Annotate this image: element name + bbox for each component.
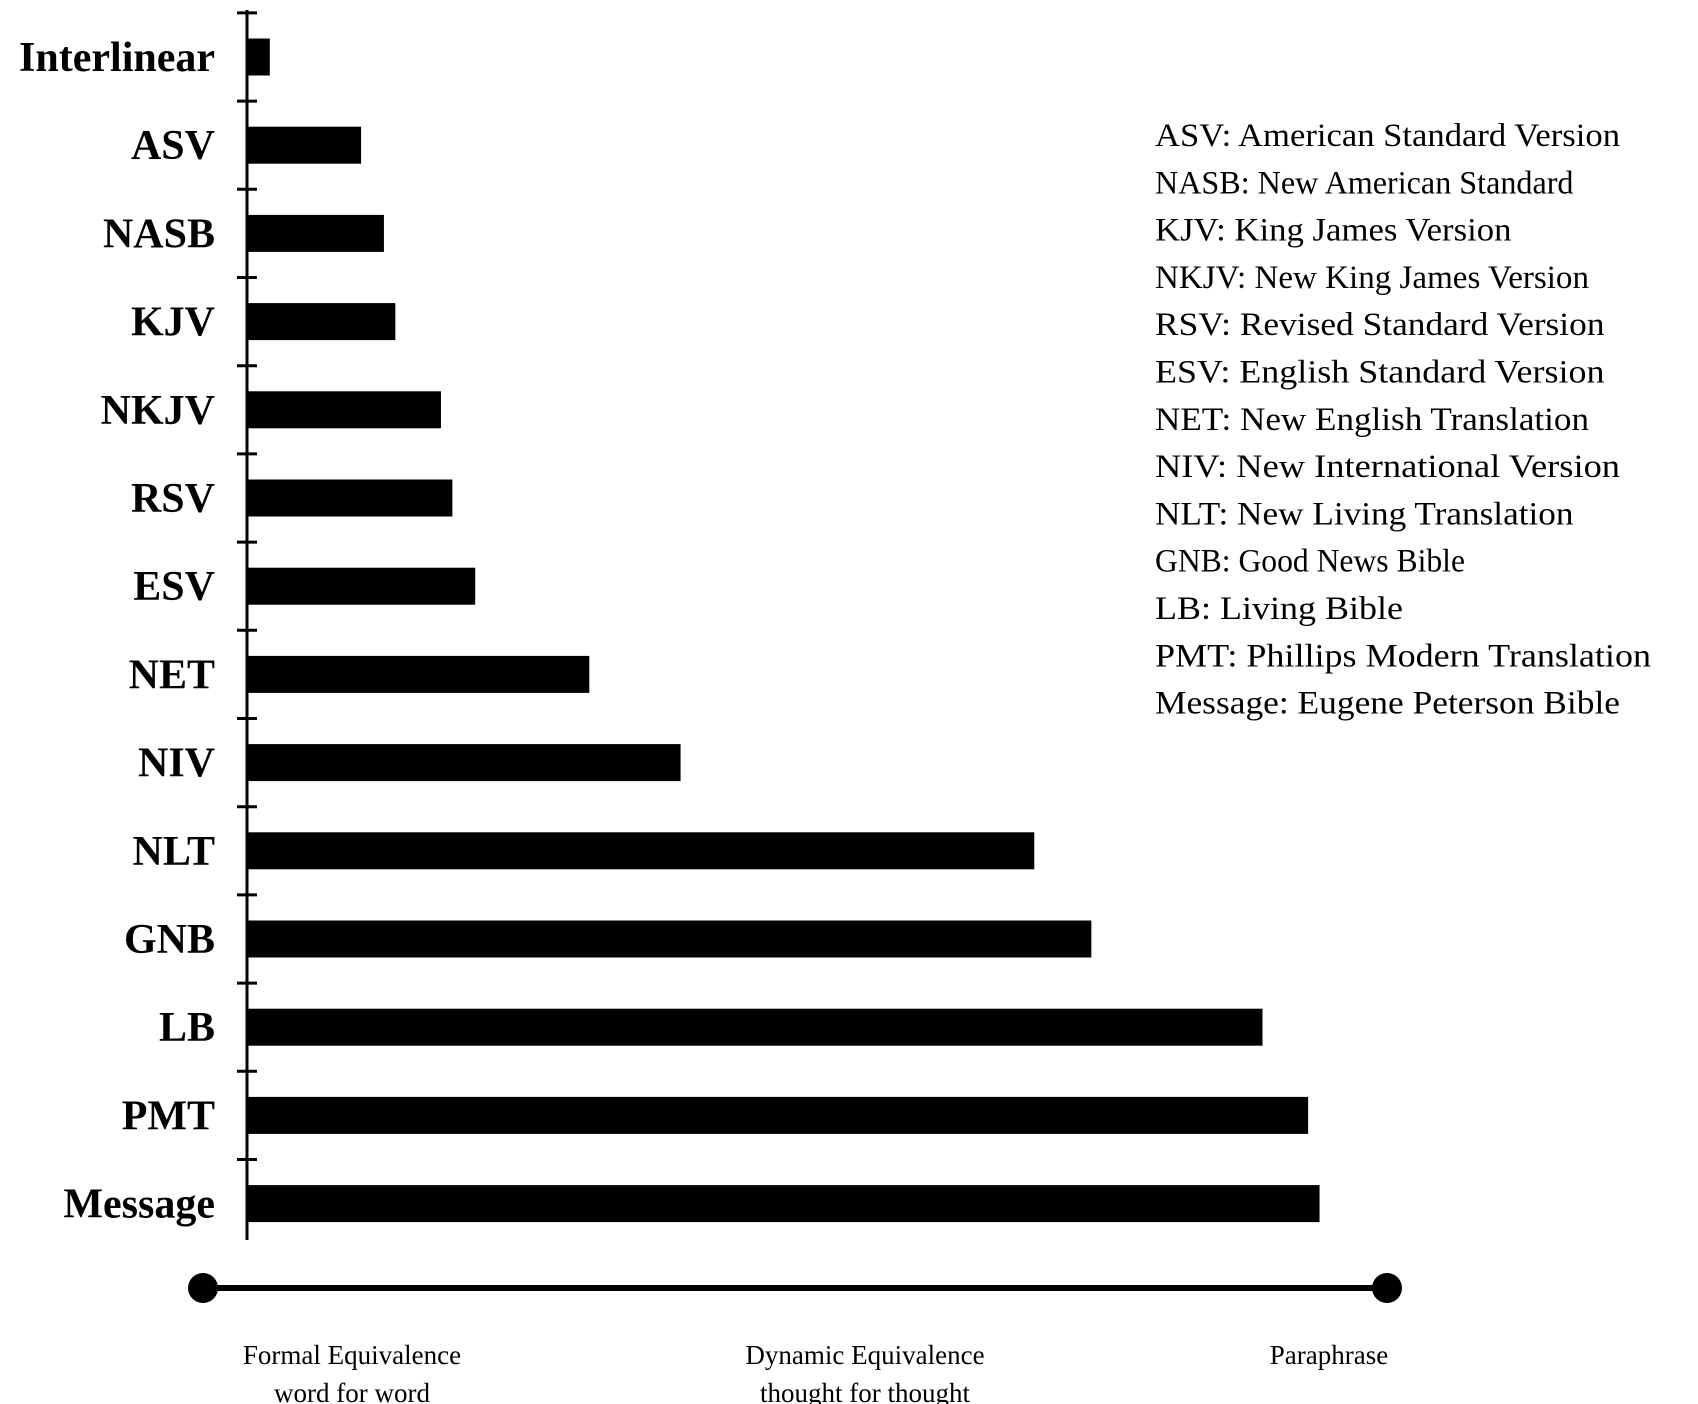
legend-entry: NLT: New Living Translation (1155, 496, 1574, 532)
category-label-pmt: PMT (122, 1093, 215, 1139)
category-label-rsv: RSV (131, 476, 215, 522)
bar-gnb (247, 920, 1092, 958)
legend-entry: NET: New English Translation (1155, 402, 1589, 438)
bar-lb (247, 1008, 1263, 1046)
bar-niv (247, 744, 681, 782)
category-label-nkjv: NKJV (101, 388, 215, 434)
scale-label-center: Dynamic Equivalence (745, 1340, 984, 1370)
scale-label-left: word for word (274, 1378, 430, 1404)
category-label-esv: ESV (133, 564, 215, 610)
legend-entry: GNB: Good News Bible (1155, 544, 1465, 580)
bar-esv (247, 567, 476, 605)
abbreviation-legend: ASV: American Standard Version NASB: New … (1155, 118, 1651, 722)
category-label-kjv: KJV (131, 300, 215, 346)
category-label-gnb: GNB (124, 917, 215, 963)
category-label-interlinear: Interlinear (19, 35, 215, 81)
scale-right-endpoint (1372, 1273, 1402, 1303)
bar-net (247, 655, 590, 693)
scale-left-endpoint (188, 1273, 218, 1303)
bar-asv (247, 126, 362, 164)
bar-nkjv (247, 391, 441, 429)
legend-entry: Message: Eugene Peterson Bible (1155, 686, 1620, 722)
bar-nlt (247, 832, 1035, 870)
legend-entry: NKJV: New King James Version (1155, 260, 1589, 296)
bar-rsv (247, 479, 453, 517)
category-label-asv: ASV (131, 123, 215, 169)
legend-entry: ASV: American Standard Version (1155, 118, 1620, 154)
category-label-message: Message (63, 1182, 215, 1228)
category-label-net: NET (129, 652, 215, 698)
legend-entry: LB: Living Bible (1155, 591, 1403, 627)
scale-label-right: Paraphrase (1270, 1340, 1388, 1370)
category-labels: Interlinear ASV NASB KJV NKJV RSV ESV NET NIV NLT… (19, 35, 215, 1228)
bar-nasb (247, 214, 384, 252)
legend-entry: NASB: New American Standard (1155, 165, 1574, 201)
bar-message (247, 1185, 1320, 1223)
scale-label-center: thought for thought (760, 1378, 970, 1404)
category-label-niv: NIV (138, 741, 215, 787)
bar-pmt (247, 1096, 1309, 1134)
bar-kjv (247, 303, 396, 341)
equivalence-scale: Formal Equivalence word for word Dynamic E… (188, 1273, 1402, 1404)
category-label-nlt: NLT (132, 829, 215, 875)
scale-label-left: Formal Equivalence (243, 1340, 461, 1370)
legend-entry: KJV: King James Version (1155, 213, 1512, 249)
legend-entry: NIV: New International Version (1155, 449, 1620, 485)
legend-entry: RSV: Revised Standard Version (1155, 307, 1605, 343)
bar-series (247, 38, 1320, 1223)
legend-entry: PMT: Phillips Modern Translation (1155, 638, 1651, 674)
y-axis (237, 10, 257, 1240)
bar-interlinear (247, 38, 270, 76)
category-label-lb: LB (159, 1005, 215, 1051)
legend-entry: ESV: English Standard Version (1155, 355, 1605, 391)
category-label-nasb: NASB (103, 211, 215, 257)
